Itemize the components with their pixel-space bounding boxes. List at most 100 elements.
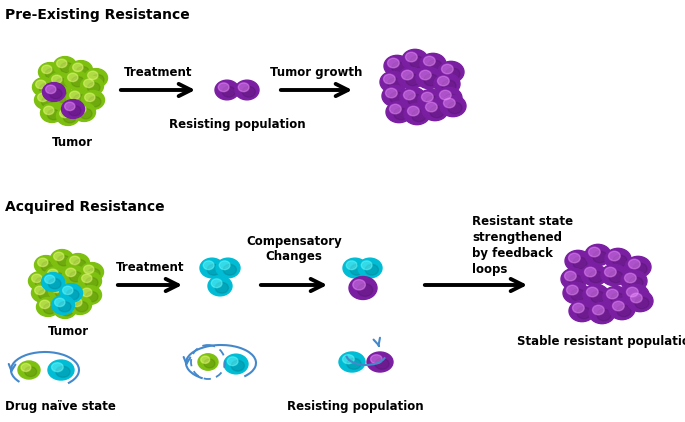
Ellipse shape [60,306,73,316]
Ellipse shape [581,264,607,286]
Ellipse shape [56,107,79,125]
Ellipse shape [70,256,80,265]
Ellipse shape [57,59,67,68]
Ellipse shape [55,298,65,307]
Ellipse shape [60,284,82,303]
Ellipse shape [388,78,402,90]
Ellipse shape [627,287,638,297]
Ellipse shape [40,300,50,308]
Ellipse shape [62,100,84,119]
Ellipse shape [215,80,239,100]
Ellipse shape [420,53,446,75]
Ellipse shape [215,282,228,293]
Ellipse shape [429,106,444,118]
Ellipse shape [75,105,86,114]
Ellipse shape [440,95,466,116]
Ellipse shape [394,108,408,120]
Ellipse shape [609,271,623,283]
Ellipse shape [40,84,52,94]
Ellipse shape [371,355,382,364]
Ellipse shape [367,352,393,372]
Ellipse shape [18,361,40,379]
Ellipse shape [573,257,587,269]
Ellipse shape [84,265,94,273]
Ellipse shape [58,301,71,312]
Ellipse shape [36,80,46,89]
Ellipse shape [442,64,453,74]
Ellipse shape [70,91,80,100]
Ellipse shape [384,74,395,84]
Ellipse shape [347,358,361,369]
Ellipse shape [64,70,88,89]
Ellipse shape [436,87,462,108]
Ellipse shape [40,103,64,122]
Ellipse shape [444,94,458,106]
Ellipse shape [45,275,55,284]
Ellipse shape [38,289,51,300]
Ellipse shape [224,354,248,374]
Ellipse shape [51,273,64,283]
Ellipse shape [32,284,55,303]
Ellipse shape [88,83,100,93]
Ellipse shape [203,261,214,270]
Ellipse shape [75,301,88,312]
Ellipse shape [44,106,54,115]
Ellipse shape [586,287,598,297]
Ellipse shape [406,52,417,62]
Ellipse shape [222,87,236,97]
Ellipse shape [91,75,104,85]
Ellipse shape [633,263,647,275]
Ellipse shape [36,278,48,288]
Ellipse shape [71,289,84,300]
Ellipse shape [418,89,444,111]
Ellipse shape [419,70,432,80]
Ellipse shape [68,295,92,314]
Ellipse shape [41,97,54,107]
Ellipse shape [421,92,433,102]
Ellipse shape [227,357,238,366]
Ellipse shape [612,301,624,311]
Text: Resisting population: Resisting population [169,118,306,131]
Ellipse shape [42,65,52,73]
Ellipse shape [609,298,635,319]
Ellipse shape [605,248,631,270]
Ellipse shape [25,367,37,376]
Ellipse shape [386,101,412,123]
Ellipse shape [375,358,389,369]
Ellipse shape [616,305,631,317]
Ellipse shape [72,298,82,307]
Text: Pre-Existing Resistance: Pre-Existing Resistance [5,8,190,22]
Text: Compensatory
Changes: Compensatory Changes [246,235,342,263]
Ellipse shape [64,113,76,123]
Ellipse shape [201,356,210,363]
Ellipse shape [53,89,64,97]
Ellipse shape [58,92,70,103]
Ellipse shape [403,90,415,100]
Ellipse shape [438,76,449,86]
Ellipse shape [584,267,596,277]
Ellipse shape [73,95,86,105]
Ellipse shape [216,258,240,278]
Ellipse shape [577,307,591,319]
Ellipse shape [68,73,78,81]
Ellipse shape [51,249,73,268]
Ellipse shape [442,80,456,92]
Ellipse shape [400,87,426,108]
Ellipse shape [424,74,438,86]
Ellipse shape [42,273,64,292]
Ellipse shape [404,103,430,124]
Ellipse shape [590,291,605,303]
Ellipse shape [416,68,442,89]
Ellipse shape [631,291,645,303]
Ellipse shape [51,87,73,106]
Ellipse shape [635,297,649,309]
Ellipse shape [43,303,56,314]
Ellipse shape [346,261,357,270]
Ellipse shape [51,295,75,314]
Text: Tumor: Tumor [47,325,88,338]
Ellipse shape [66,254,90,273]
Ellipse shape [45,68,58,79]
Ellipse shape [390,104,401,114]
Ellipse shape [73,103,95,122]
Text: Treatment: Treatment [124,66,192,79]
